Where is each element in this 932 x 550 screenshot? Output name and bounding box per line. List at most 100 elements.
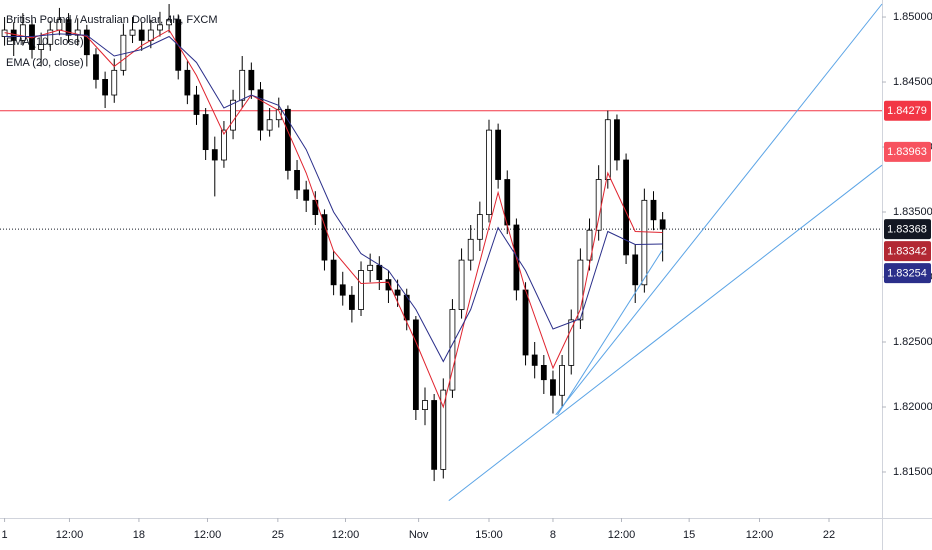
candle-body (641, 199, 648, 286)
candle-body (531, 354, 538, 366)
candle-body (394, 289, 401, 296)
candle-body (604, 119, 611, 180)
candle-body (65, 19, 72, 36)
candle-body (102, 79, 109, 96)
candle-body (358, 270, 364, 310)
candle-body (303, 189, 310, 201)
candle-body (330, 259, 337, 286)
x-tick-label: 12:00 (746, 529, 774, 541)
candle-body (577, 259, 584, 321)
price-label-box (884, 241, 931, 262)
candle-body (275, 108, 282, 121)
candle-body (266, 119, 273, 131)
x-tick-label: Nov (409, 529, 429, 541)
candle-body (367, 264, 374, 271)
candle-body (129, 29, 136, 36)
candle-body (559, 364, 566, 396)
y-tick-label: 1.82000 (893, 401, 932, 413)
candle-body (422, 400, 428, 410)
trend-line (448, 164, 883, 501)
candle-body (467, 238, 474, 261)
candle-body (239, 69, 246, 101)
candle-body (294, 170, 300, 191)
candle-body (486, 129, 492, 216)
price-label-box (884, 141, 931, 162)
price-label: 1.83368 (887, 224, 927, 236)
candle-body (632, 254, 639, 286)
x-tick-label: 25 (272, 529, 284, 541)
x-tick-label: 15 (683, 529, 695, 541)
candle-body (166, 19, 172, 26)
candle-body (568, 319, 575, 366)
candle-body (19, 24, 26, 41)
candle-body (221, 129, 227, 161)
candle-body (495, 129, 502, 180)
candle-body (550, 379, 556, 396)
candle-body (321, 214, 328, 261)
candle-body (120, 34, 127, 71)
candle-body (339, 284, 346, 296)
x-tick-label: 8 (550, 529, 556, 541)
candle-body (431, 400, 438, 470)
y-tick-label: 1.85000 (893, 11, 932, 23)
price-label: 1.84279 (887, 105, 927, 117)
candle-body (440, 389, 447, 470)
candle-body (659, 219, 666, 230)
candle-body (138, 29, 145, 41)
trend-line (557, 249, 664, 416)
x-tick-label: 18 (133, 529, 145, 541)
ema-line (4, 33, 663, 363)
x-tick-label: 12:00 (56, 529, 84, 541)
ema-line (4, 29, 663, 409)
candle-body (586, 229, 593, 261)
legend-entry: EMA (20, close) (6, 57, 84, 69)
legend: British Pound / Australian Dollar, 4H, F… (6, 14, 218, 69)
y-tick-label: 1.83500 (893, 206, 932, 218)
candle-body (93, 54, 99, 80)
x-tick-label: 1 (2, 529, 8, 541)
candle-body (385, 279, 392, 291)
price-label: 1.83342 (887, 246, 927, 258)
candle-body (157, 24, 163, 31)
candle-body (83, 29, 90, 56)
candle-body (184, 69, 191, 96)
axes: 1.815001.820001.825001.830001.835001.840… (2, 11, 932, 541)
y-tick-label: 1.81500 (893, 466, 932, 478)
candle-body (595, 179, 602, 231)
legend-entry: EMA (10, close) (6, 36, 84, 48)
candle-body (458, 259, 465, 310)
candle-body (650, 199, 657, 221)
price-label-box (884, 219, 931, 240)
price-label-box (884, 100, 931, 121)
candle-body (376, 264, 383, 281)
x-tick-label: 12:00 (608, 529, 636, 541)
price-label: 1.83963 (887, 146, 927, 158)
y-tick-label: 1.82500 (893, 336, 932, 348)
price-label-box (884, 263, 931, 284)
y-tick-label: 1.84500 (893, 76, 932, 88)
candle-body (403, 294, 410, 321)
plot-area (0, 3, 883, 501)
chart-title: British Pound / Australian Dollar, 4H, F… (6, 14, 218, 26)
candle-body (614, 119, 620, 161)
candle-body (476, 214, 483, 240)
candle-body (47, 29, 54, 45)
candle-body (230, 99, 236, 131)
candle-body (111, 69, 118, 96)
candle-body (257, 89, 264, 131)
x-tick-label: 15:00 (475, 529, 503, 541)
candle-body (540, 364, 547, 381)
price-label: 1.83254 (887, 268, 927, 280)
candle-body (285, 108, 291, 171)
candle-body (193, 94, 200, 115)
candle-body (248, 69, 255, 91)
trend-line (555, 3, 883, 416)
candle-body (348, 294, 355, 310)
candle-body (522, 289, 529, 356)
x-tick-label: 12:00 (194, 529, 222, 541)
candle-body (38, 43, 45, 50)
x-tick-label: 12:00 (332, 529, 360, 541)
candle-body (211, 149, 218, 161)
